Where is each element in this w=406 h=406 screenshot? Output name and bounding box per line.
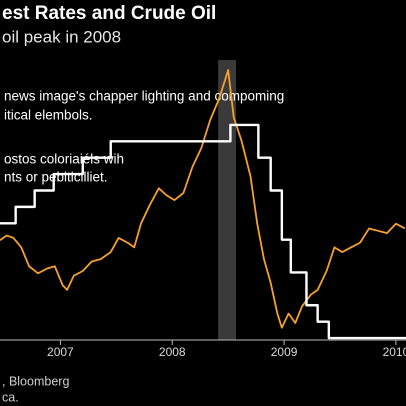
annotation: nts or pebiticilliet. [4,170,108,185]
chart-title: est Rates and Crude Oil [2,3,216,24]
source-note: ca. [2,390,19,404]
x-tick-label: 2007 [47,345,74,359]
rate-step-line [0,123,406,340]
source-note: , Bloomberg [2,374,69,388]
oil-price-line [0,69,406,329]
annotation: itical elembols. [4,108,93,123]
x-tick-label: 2010 [383,345,406,359]
x-tick-label: 2008 [159,345,186,359]
annotation: news image's chapper lighting and compom… [4,89,284,104]
x-tick-label: 2009 [271,345,298,359]
annotation: ostos coloriaiéls wih [4,152,124,167]
chart-subtitle: oil peak in 2008 [2,27,121,46]
